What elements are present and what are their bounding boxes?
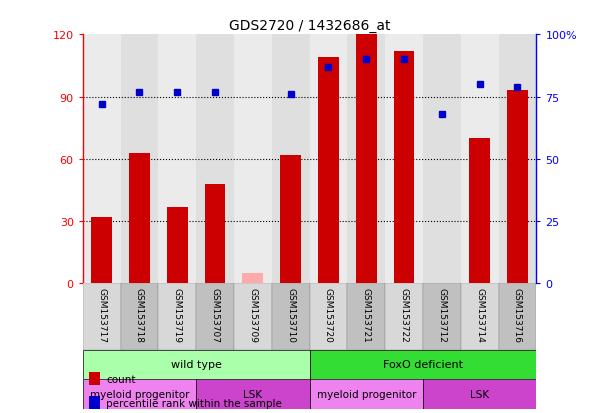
Text: GSM153722: GSM153722 <box>400 287 409 342</box>
Bar <box>310 35 348 284</box>
Bar <box>129 153 150 284</box>
Bar <box>196 35 234 284</box>
Bar <box>348 35 385 284</box>
Text: myeloid progenitor: myeloid progenitor <box>316 389 416 399</box>
Bar <box>243 273 263 284</box>
Text: GSM153717: GSM153717 <box>97 287 106 342</box>
Text: GSM153718: GSM153718 <box>135 287 144 342</box>
Bar <box>234 35 272 284</box>
Bar <box>461 35 498 284</box>
Bar <box>83 284 121 350</box>
Bar <box>83 380 196 409</box>
Bar <box>318 58 339 284</box>
Bar <box>310 284 348 350</box>
Bar <box>158 35 196 284</box>
Text: GSM153709: GSM153709 <box>248 287 257 342</box>
Bar <box>280 155 301 284</box>
Bar <box>196 380 310 409</box>
Text: GSM153720: GSM153720 <box>324 287 333 342</box>
Text: LSK: LSK <box>470 389 489 399</box>
Bar <box>205 184 226 284</box>
Text: myeloid progenitor: myeloid progenitor <box>89 389 189 399</box>
Bar <box>461 284 498 350</box>
Bar <box>423 380 536 409</box>
Text: GSM153710: GSM153710 <box>286 287 295 342</box>
Bar <box>498 35 536 284</box>
Bar <box>310 350 536 380</box>
Bar <box>83 350 310 380</box>
Text: count: count <box>106 374 135 384</box>
Text: wild type: wild type <box>171 360 221 370</box>
Bar <box>470 139 490 284</box>
Bar <box>91 218 112 284</box>
Text: GSM153716: GSM153716 <box>513 287 522 342</box>
Bar <box>498 284 536 350</box>
Bar <box>423 284 461 350</box>
Bar <box>121 35 158 284</box>
Bar <box>196 284 234 350</box>
Bar <box>394 52 414 284</box>
Bar <box>385 35 423 284</box>
Text: GSM153721: GSM153721 <box>362 287 371 342</box>
Text: GSM153712: GSM153712 <box>437 287 446 342</box>
Bar <box>167 207 188 284</box>
Bar <box>348 284 385 350</box>
Text: GSM153714: GSM153714 <box>475 287 484 342</box>
Bar <box>272 35 310 284</box>
Bar <box>272 284 310 350</box>
Bar <box>423 35 461 284</box>
Bar <box>83 35 121 284</box>
Bar <box>158 284 196 350</box>
Bar <box>310 380 423 409</box>
Bar <box>234 284 272 350</box>
Bar <box>385 284 423 350</box>
Text: LSK: LSK <box>243 389 262 399</box>
Text: FoxO deficient: FoxO deficient <box>383 360 463 370</box>
Bar <box>356 35 376 284</box>
Bar <box>121 284 158 350</box>
Text: percentile rank within the sample: percentile rank within the sample <box>106 398 282 408</box>
Text: GSM153719: GSM153719 <box>173 287 182 342</box>
Bar <box>507 91 528 284</box>
Title: GDS2720 / 1432686_at: GDS2720 / 1432686_at <box>229 19 390 33</box>
Text: GSM153707: GSM153707 <box>210 287 219 342</box>
